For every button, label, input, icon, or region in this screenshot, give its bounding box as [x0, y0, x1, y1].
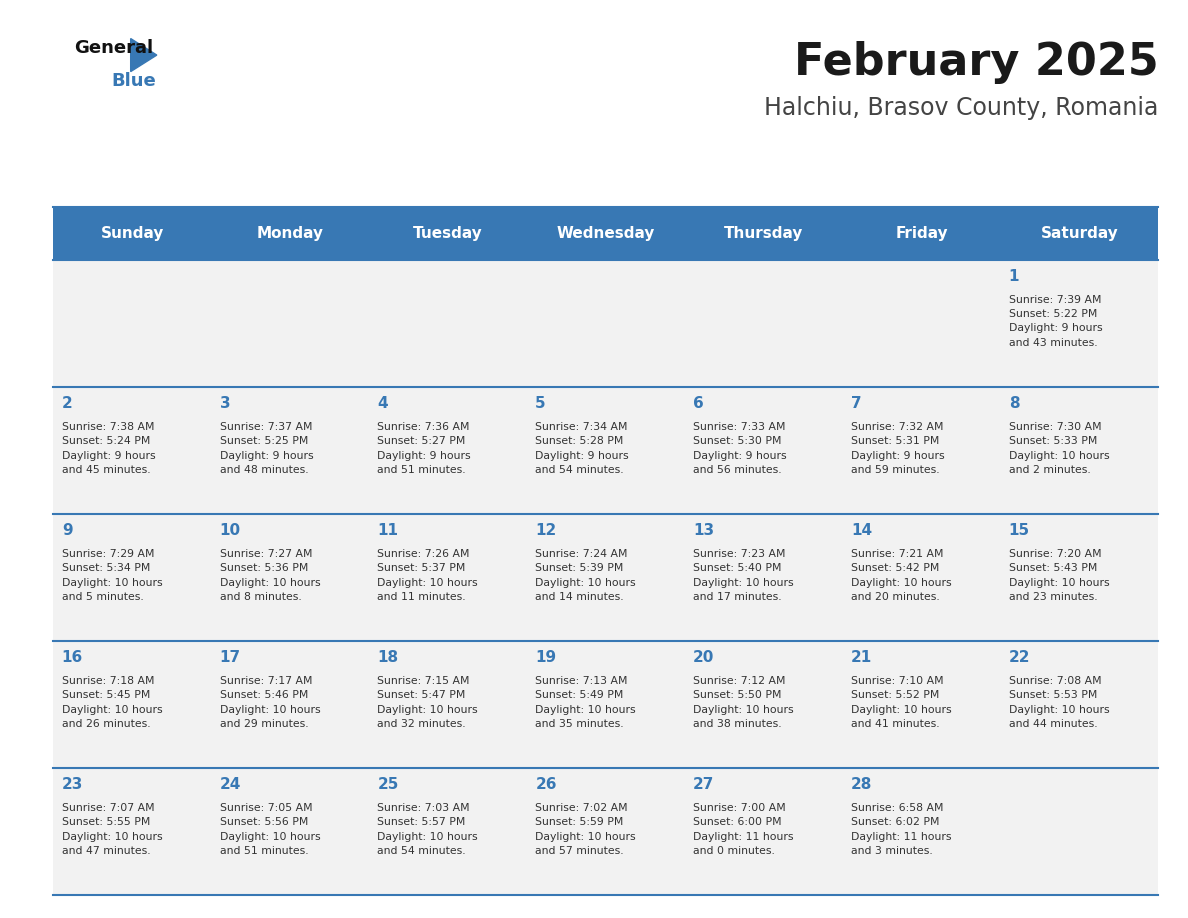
Text: Sunrise: 7:15 AM
Sunset: 5:47 PM
Daylight: 10 hours
and 32 minutes.: Sunrise: 7:15 AM Sunset: 5:47 PM Dayligh… — [378, 676, 478, 729]
Text: Sunrise: 7:23 AM
Sunset: 5:40 PM
Daylight: 10 hours
and 17 minutes.: Sunrise: 7:23 AM Sunset: 5:40 PM Dayligh… — [693, 549, 794, 602]
Text: Sunrise: 7:37 AM
Sunset: 5:25 PM
Daylight: 9 hours
and 48 minutes.: Sunrise: 7:37 AM Sunset: 5:25 PM Dayligh… — [220, 421, 314, 475]
Bar — [53, 386, 1158, 514]
Text: Halchiu, Brasov County, Romania: Halchiu, Brasov County, Romania — [764, 96, 1158, 120]
Text: Sunrise: 7:38 AM
Sunset: 5:24 PM
Daylight: 9 hours
and 45 minutes.: Sunrise: 7:38 AM Sunset: 5:24 PM Dayligh… — [62, 421, 156, 475]
Text: General: General — [74, 39, 153, 57]
Text: Sunrise: 7:26 AM
Sunset: 5:37 PM
Daylight: 10 hours
and 11 minutes.: Sunrise: 7:26 AM Sunset: 5:37 PM Dayligh… — [378, 549, 478, 602]
Bar — [53, 260, 1158, 386]
Text: 1: 1 — [1009, 269, 1019, 284]
Text: 7: 7 — [851, 396, 861, 411]
Text: 13: 13 — [693, 523, 714, 538]
Text: Sunrise: 7:10 AM
Sunset: 5:52 PM
Daylight: 10 hours
and 41 minutes.: Sunrise: 7:10 AM Sunset: 5:52 PM Dayligh… — [851, 676, 952, 729]
Text: 20: 20 — [693, 650, 714, 666]
Text: Sunrise: 7:17 AM
Sunset: 5:46 PM
Daylight: 10 hours
and 29 minutes.: Sunrise: 7:17 AM Sunset: 5:46 PM Dayligh… — [220, 676, 321, 729]
Bar — [53, 514, 1158, 641]
Text: 2: 2 — [62, 396, 72, 411]
Text: 28: 28 — [851, 778, 872, 792]
Text: Sunrise: 7:05 AM
Sunset: 5:56 PM
Daylight: 10 hours
and 51 minutes.: Sunrise: 7:05 AM Sunset: 5:56 PM Dayligh… — [220, 803, 321, 856]
Text: 14: 14 — [851, 523, 872, 538]
Text: 12: 12 — [536, 523, 556, 538]
Text: 24: 24 — [220, 778, 241, 792]
Text: 25: 25 — [378, 778, 399, 792]
Text: 21: 21 — [851, 650, 872, 666]
Text: Sunrise: 7:34 AM
Sunset: 5:28 PM
Daylight: 9 hours
and 54 minutes.: Sunrise: 7:34 AM Sunset: 5:28 PM Dayligh… — [536, 421, 628, 475]
Text: Sunrise: 7:07 AM
Sunset: 5:55 PM
Daylight: 10 hours
and 47 minutes.: Sunrise: 7:07 AM Sunset: 5:55 PM Dayligh… — [62, 803, 163, 856]
Text: 27: 27 — [693, 778, 714, 792]
Text: Blue: Blue — [112, 72, 157, 90]
Text: 23: 23 — [62, 778, 83, 792]
Text: 17: 17 — [220, 650, 241, 666]
Text: Tuesday: Tuesday — [413, 226, 482, 241]
Text: 5: 5 — [536, 396, 546, 411]
Text: Sunrise: 7:39 AM
Sunset: 5:22 PM
Daylight: 9 hours
and 43 minutes.: Sunrise: 7:39 AM Sunset: 5:22 PM Dayligh… — [1009, 295, 1102, 348]
Text: Friday: Friday — [896, 226, 948, 241]
Bar — [53, 641, 1158, 768]
Text: 10: 10 — [220, 523, 241, 538]
Text: Sunrise: 7:32 AM
Sunset: 5:31 PM
Daylight: 9 hours
and 59 minutes.: Sunrise: 7:32 AM Sunset: 5:31 PM Dayligh… — [851, 421, 944, 475]
Bar — [53, 768, 1158, 895]
Text: 22: 22 — [1009, 650, 1030, 666]
Text: Sunrise: 7:20 AM
Sunset: 5:43 PM
Daylight: 10 hours
and 23 minutes.: Sunrise: 7:20 AM Sunset: 5:43 PM Dayligh… — [1009, 549, 1110, 602]
Text: Sunrise: 7:27 AM
Sunset: 5:36 PM
Daylight: 10 hours
and 8 minutes.: Sunrise: 7:27 AM Sunset: 5:36 PM Dayligh… — [220, 549, 321, 602]
Text: Sunrise: 7:24 AM
Sunset: 5:39 PM
Daylight: 10 hours
and 14 minutes.: Sunrise: 7:24 AM Sunset: 5:39 PM Dayligh… — [536, 549, 636, 602]
Text: 26: 26 — [536, 778, 557, 792]
Text: Sunrise: 6:58 AM
Sunset: 6:02 PM
Daylight: 11 hours
and 3 minutes.: Sunrise: 6:58 AM Sunset: 6:02 PM Dayligh… — [851, 803, 952, 856]
Text: 16: 16 — [62, 650, 83, 666]
Text: Sunrise: 7:13 AM
Sunset: 5:49 PM
Daylight: 10 hours
and 35 minutes.: Sunrise: 7:13 AM Sunset: 5:49 PM Dayligh… — [536, 676, 636, 729]
Text: Sunrise: 7:29 AM
Sunset: 5:34 PM
Daylight: 10 hours
and 5 minutes.: Sunrise: 7:29 AM Sunset: 5:34 PM Dayligh… — [62, 549, 163, 602]
Text: Monday: Monday — [257, 226, 323, 241]
Text: Thursday: Thursday — [723, 226, 803, 241]
Text: Sunday: Sunday — [101, 226, 164, 241]
Text: Sunrise: 7:08 AM
Sunset: 5:53 PM
Daylight: 10 hours
and 44 minutes.: Sunrise: 7:08 AM Sunset: 5:53 PM Dayligh… — [1009, 676, 1110, 729]
Text: Sunrise: 7:02 AM
Sunset: 5:59 PM
Daylight: 10 hours
and 57 minutes.: Sunrise: 7:02 AM Sunset: 5:59 PM Dayligh… — [536, 803, 636, 856]
Text: 19: 19 — [536, 650, 556, 666]
Polygon shape — [131, 39, 157, 72]
Text: Wednesday: Wednesday — [557, 226, 655, 241]
Text: 15: 15 — [1009, 523, 1030, 538]
Text: Sunrise: 7:00 AM
Sunset: 6:00 PM
Daylight: 11 hours
and 0 minutes.: Sunrise: 7:00 AM Sunset: 6:00 PM Dayligh… — [693, 803, 794, 856]
Text: Sunrise: 7:18 AM
Sunset: 5:45 PM
Daylight: 10 hours
and 26 minutes.: Sunrise: 7:18 AM Sunset: 5:45 PM Dayligh… — [62, 676, 163, 729]
Text: Sunrise: 7:30 AM
Sunset: 5:33 PM
Daylight: 10 hours
and 2 minutes.: Sunrise: 7:30 AM Sunset: 5:33 PM Dayligh… — [1009, 421, 1110, 475]
Text: 18: 18 — [378, 650, 398, 666]
Text: Sunrise: 7:03 AM
Sunset: 5:57 PM
Daylight: 10 hours
and 54 minutes.: Sunrise: 7:03 AM Sunset: 5:57 PM Dayligh… — [378, 803, 478, 856]
Text: Sunrise: 7:12 AM
Sunset: 5:50 PM
Daylight: 10 hours
and 38 minutes.: Sunrise: 7:12 AM Sunset: 5:50 PM Dayligh… — [693, 676, 794, 729]
Text: 9: 9 — [62, 523, 72, 538]
Text: Sunrise: 7:33 AM
Sunset: 5:30 PM
Daylight: 9 hours
and 56 minutes.: Sunrise: 7:33 AM Sunset: 5:30 PM Dayligh… — [693, 421, 786, 475]
Text: 6: 6 — [693, 396, 703, 411]
Text: Sunrise: 7:36 AM
Sunset: 5:27 PM
Daylight: 9 hours
and 51 minutes.: Sunrise: 7:36 AM Sunset: 5:27 PM Dayligh… — [378, 421, 472, 475]
Text: 11: 11 — [378, 523, 398, 538]
Bar — [53, 207, 1158, 260]
Text: 8: 8 — [1009, 396, 1019, 411]
Text: 3: 3 — [220, 396, 230, 411]
Text: 4: 4 — [378, 396, 388, 411]
Text: Sunrise: 7:21 AM
Sunset: 5:42 PM
Daylight: 10 hours
and 20 minutes.: Sunrise: 7:21 AM Sunset: 5:42 PM Dayligh… — [851, 549, 952, 602]
Text: February 2025: February 2025 — [794, 41, 1158, 84]
Text: Saturday: Saturday — [1041, 226, 1118, 241]
